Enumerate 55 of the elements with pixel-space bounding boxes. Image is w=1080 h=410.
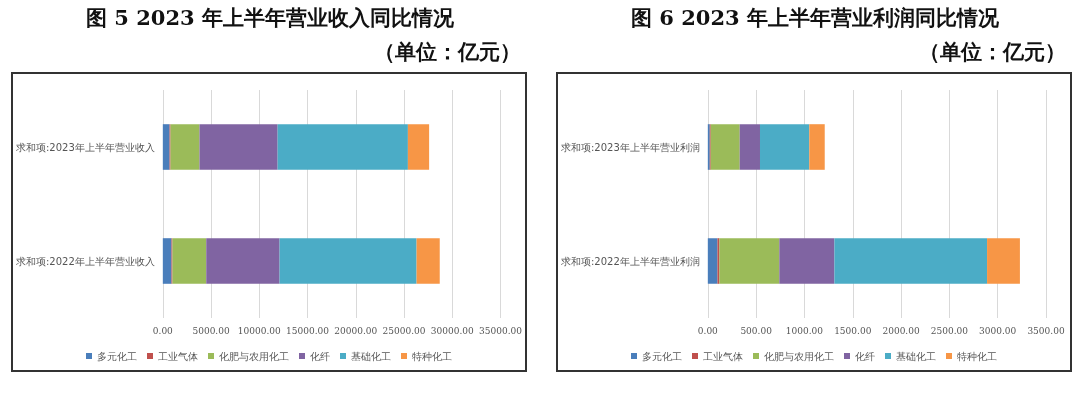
x-tick-label: 30000.00 bbox=[430, 325, 475, 336]
y-tick-label: 求和项:2023年上半年营业收入 bbox=[15, 141, 155, 153]
x-tick-label: 35000.00 bbox=[479, 325, 523, 336]
x-tick-label: 15000.00 bbox=[286, 325, 330, 336]
bar bbox=[416, 238, 440, 284]
bar bbox=[172, 238, 207, 284]
legend-label: 化纤 bbox=[310, 350, 330, 362]
x-tick-label: 3500.00 bbox=[1027, 325, 1065, 336]
x-tick-label: 20000.00 bbox=[334, 325, 378, 336]
bar bbox=[710, 124, 740, 170]
x-tick-label: 500.00 bbox=[740, 325, 773, 336]
bar bbox=[809, 124, 825, 170]
legend-label: 特种化工 bbox=[957, 350, 997, 362]
legend-label: 基础化工 bbox=[896, 350, 936, 362]
bar bbox=[206, 238, 280, 284]
bar bbox=[162, 124, 170, 170]
legend-label: 工业气体 bbox=[158, 350, 198, 362]
x-tick-label: 1000.00 bbox=[785, 325, 824, 336]
bar bbox=[279, 238, 417, 284]
x-tick-label: 0.00 bbox=[152, 325, 174, 336]
y-tick-label: 求和项:2023年上半年营业利润 bbox=[560, 141, 700, 153]
bar bbox=[162, 238, 172, 284]
x-tick-label: 3000.00 bbox=[979, 325, 1017, 336]
x-tick-label: 10000.00 bbox=[237, 325, 282, 336]
bar bbox=[834, 238, 988, 284]
x-tick-label: 2000.00 bbox=[882, 325, 920, 336]
bar bbox=[170, 124, 200, 170]
bar bbox=[277, 124, 408, 170]
y-tick-label: 求和项:2022年上半年营业收入 bbox=[15, 255, 155, 267]
chart-subtitle: （单位：亿元） bbox=[374, 38, 521, 66]
y-tick-label: 求和项:2022年上半年营业利润 bbox=[560, 255, 700, 267]
bar bbox=[987, 238, 1020, 284]
bar bbox=[739, 124, 760, 170]
legend-label: 化纤 bbox=[855, 350, 875, 362]
chart-subtitle: （单位：亿元） bbox=[919, 38, 1066, 66]
legend-label: 工业气体 bbox=[703, 350, 743, 362]
bar bbox=[199, 124, 278, 170]
chart-title: 图 6 2023 年上半年营业利润同比情况 bbox=[630, 4, 1000, 32]
legend-label: 化肥与农用化工 bbox=[764, 350, 834, 362]
x-tick-label: 1500.00 bbox=[834, 325, 872, 336]
legend-label: 化肥与农用化工 bbox=[219, 350, 289, 362]
bar bbox=[779, 238, 835, 284]
x-tick-label: 25000.00 bbox=[382, 325, 426, 336]
x-tick-label: 0.00 bbox=[697, 325, 719, 336]
bar bbox=[407, 124, 430, 170]
legend-label: 多元化工 bbox=[642, 350, 682, 362]
legend-label: 特种化工 bbox=[412, 350, 452, 362]
legend-label: 多元化工 bbox=[97, 350, 137, 362]
chart-title: 图 5 2023 年上半年营业收入同比情况 bbox=[85, 4, 455, 32]
x-tick-label: 2500.00 bbox=[930, 325, 969, 336]
legend-label: 基础化工 bbox=[351, 350, 391, 362]
bar bbox=[760, 124, 810, 170]
x-tick-label: 5000.00 bbox=[192, 325, 230, 336]
bar bbox=[719, 238, 780, 284]
bar bbox=[707, 238, 718, 284]
